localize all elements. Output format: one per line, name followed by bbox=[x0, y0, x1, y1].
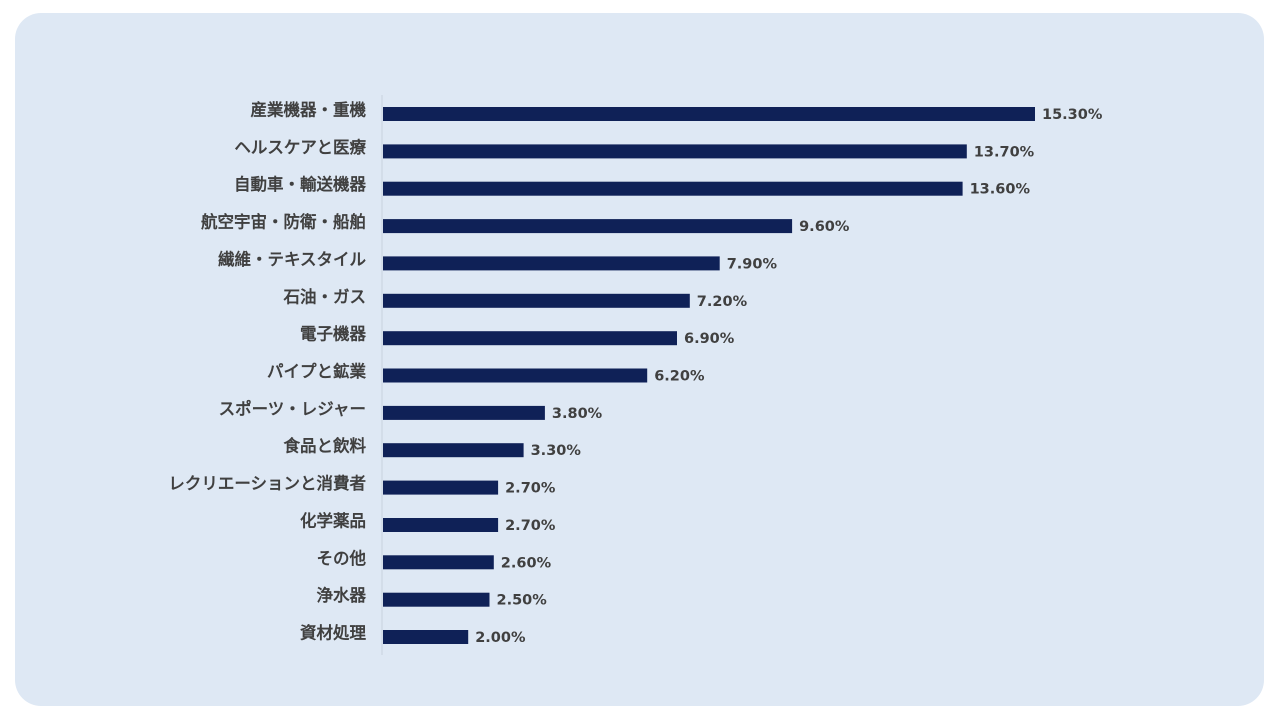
category-label: 電子機器 bbox=[300, 324, 367, 344]
value-label: 13.60% bbox=[970, 182, 1031, 198]
category-label: スポーツ・レジャー bbox=[219, 398, 366, 418]
category-label: 石油・ガス bbox=[283, 286, 367, 306]
value-label: 2.70% bbox=[505, 481, 556, 497]
category-label: 化学薬品 bbox=[300, 511, 366, 531]
value-label: 6.20% bbox=[654, 369, 705, 385]
value-label: 7.90% bbox=[727, 256, 778, 272]
bar bbox=[383, 630, 469, 644]
value-label: 2.60% bbox=[501, 555, 552, 571]
chart-panel bbox=[15, 13, 1264, 706]
value-label: 3.30% bbox=[531, 443, 582, 459]
bar bbox=[383, 144, 967, 159]
category-label: ヘルスケアと医療 bbox=[234, 137, 366, 157]
bar bbox=[383, 331, 677, 346]
bar bbox=[383, 181, 963, 196]
value-label: 3.80% bbox=[552, 406, 603, 422]
category-label: 浄水器 bbox=[317, 585, 367, 605]
category-label: 航空宇宙・防衛・船舶 bbox=[201, 212, 366, 232]
bar bbox=[383, 256, 720, 271]
bar bbox=[383, 555, 494, 570]
value-label: 2.00% bbox=[475, 630, 526, 646]
bars-group: 産業機器・重機 15.30% ヘルスケアと医療 13.70% 自動車・輸送機器 13.60… bbox=[168, 100, 1103, 647]
category-label: 産業機器・重機 bbox=[251, 100, 367, 120]
bar bbox=[383, 518, 499, 532]
value-label: 2.50% bbox=[497, 593, 548, 609]
category-label: レクリエーションと消費者 bbox=[168, 473, 366, 493]
bar bbox=[383, 405, 545, 420]
bar bbox=[383, 480, 499, 495]
value-label: 7.20% bbox=[697, 294, 748, 310]
category-label: 自動車・輸送機器 bbox=[234, 174, 367, 194]
value-label: 13.70% bbox=[974, 144, 1035, 160]
category-label: その他 bbox=[317, 548, 367, 568]
category-label: 資材処理 bbox=[300, 623, 367, 643]
bar bbox=[383, 368, 648, 383]
value-label: 2.70% bbox=[505, 518, 556, 534]
category-label: 食品と飲料 bbox=[284, 436, 367, 456]
value-label: 6.90% bbox=[684, 331, 735, 347]
bar bbox=[383, 219, 793, 234]
value-label: 9.60% bbox=[799, 219, 850, 235]
bar bbox=[383, 443, 524, 458]
bar bbox=[383, 107, 1035, 121]
bar bbox=[383, 592, 490, 607]
value-label: 15.30% bbox=[1042, 107, 1103, 123]
bar bbox=[383, 293, 690, 308]
category-label: パイプと鉱業 bbox=[267, 361, 367, 381]
category-label: 繊維・テキスタイル bbox=[218, 249, 367, 269]
